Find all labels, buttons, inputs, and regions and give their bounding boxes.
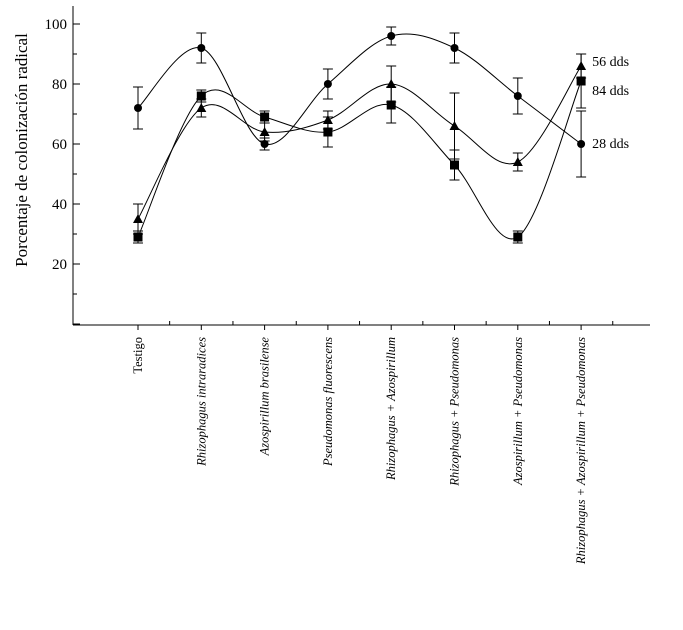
y-tick-label-100: 100 <box>45 17 68 33</box>
series-labels: 28 dds 56 dds 84 dds <box>592 55 629 152</box>
series-label-28-dds: 28 dds <box>592 137 629 152</box>
data-point-triangle <box>196 103 207 112</box>
axes: 20 40 60 80 100 Testigo Rhizophagus intraradic… <box>45 6 650 565</box>
data-point-square <box>450 160 459 170</box>
data-point-square <box>576 76 586 86</box>
data-point-circle <box>450 44 459 52</box>
y-tick-label-20: 20 <box>52 257 67 273</box>
series-curves <box>137 33 582 240</box>
data-point-square <box>323 127 333 137</box>
data-point-triangle <box>386 79 397 88</box>
data-markers <box>133 32 587 242</box>
data-point-triangle <box>576 61 587 70</box>
x-category-label: Pseudomonas fluorescens <box>321 337 335 467</box>
data-point-circle <box>260 140 269 148</box>
data-point-circle <box>323 80 332 88</box>
x-category-label: Azospirillum + Pseudomonas <box>511 337 525 486</box>
data-point-circle <box>513 92 522 100</box>
data-point-triangle <box>512 157 523 166</box>
series-curve-28-dds <box>137 33 582 145</box>
data-point-triangle <box>322 115 333 124</box>
data-point-square <box>260 112 270 122</box>
data-point-triangle <box>133 214 143 223</box>
series-curve-84-dds <box>137 80 582 240</box>
x-category-label: Testigo <box>131 337 145 374</box>
y-tick-label-80: 80 <box>52 77 67 93</box>
x-category-label: Azospirillum brasilense <box>258 337 272 457</box>
y-axis-label: Porcentaje de colonización radical <box>12 33 31 267</box>
data-point-square <box>133 232 143 242</box>
data-point-circle <box>134 104 142 112</box>
data-point-circle <box>387 32 396 40</box>
data-point-circle <box>577 140 586 148</box>
x-category-label: Rhizophagus + Azospirillum + Pseudomonas <box>574 337 588 565</box>
y-tick-label-60: 60 <box>52 137 67 153</box>
data-point-triangle <box>449 121 460 130</box>
y-tick-label-40: 40 <box>52 197 67 213</box>
data-point-square <box>513 232 523 242</box>
series-label-84-dds: 84 dds <box>592 84 629 99</box>
error-bars <box>133 26 587 244</box>
series-label-56-dds: 56 dds <box>592 55 629 70</box>
x-category-label: Rhizophagus + Pseudomonas <box>448 337 462 487</box>
x-category-label: Rhizophagus + Azospirillum <box>384 337 398 481</box>
data-point-square <box>196 91 206 101</box>
data-point-circle <box>197 44 206 52</box>
data-point-triangle <box>259 127 270 136</box>
series-curve-56-dds <box>137 65 582 220</box>
data-point-square <box>386 100 396 110</box>
x-category-label: Rhizophagus intraradices <box>194 337 208 467</box>
